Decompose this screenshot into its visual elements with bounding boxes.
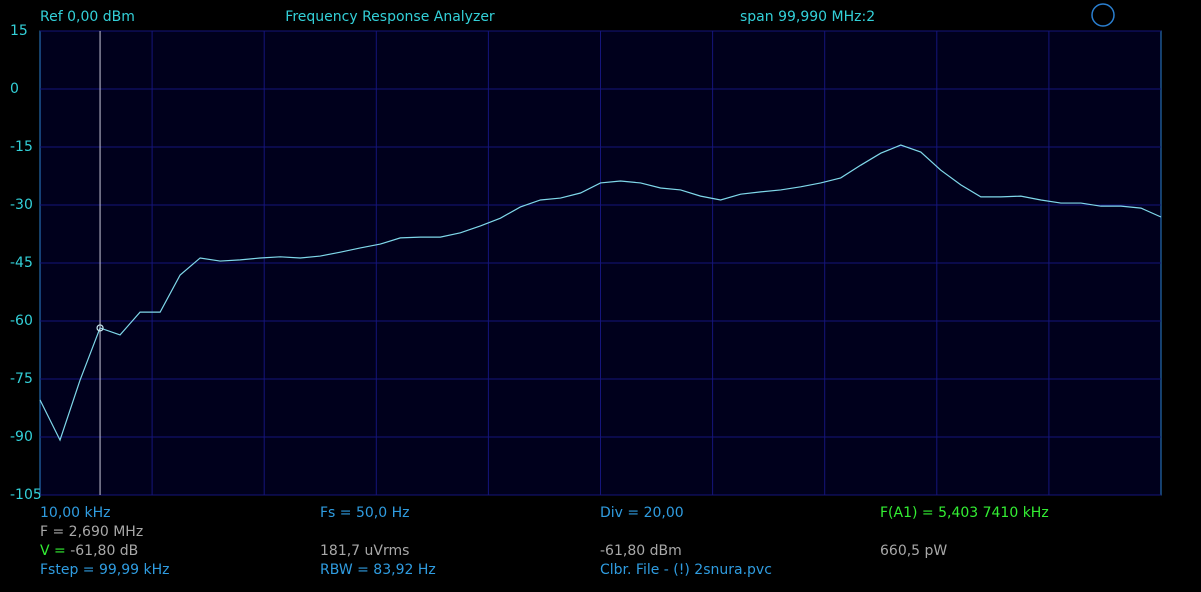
ref-label: Ref 0,00 dBm — [40, 9, 135, 25]
plot — [39, 31, 1162, 495]
fa1: F(A1) = 5,403 7410 kHz — [880, 505, 1049, 521]
title: Frequency Response Analyzer — [285, 9, 495, 25]
fs: Fs = 50,0 Hz — [320, 505, 409, 521]
y-tick-label: -75 — [10, 371, 33, 387]
y-tick-label: -90 — [10, 429, 33, 445]
grid: 15 0 -15 -30 -45 -60 -75 -90 -105 — [10, 23, 1161, 503]
rms: 181,7 uVrms — [320, 543, 409, 559]
y-tick-label: 0 — [10, 81, 19, 97]
power: 660,5 pW — [880, 543, 947, 559]
status-indicator[interactable] — [1091, 3, 1115, 27]
freq: F = 2,690 MHz — [40, 524, 143, 540]
voltage: V = -61,80 dB — [40, 543, 138, 559]
div: Div = 20,00 — [600, 505, 684, 521]
y-tick-label: -30 — [10, 197, 33, 213]
v-value: -61,80 dB — [70, 543, 138, 559]
y-tick-label: 15 — [10, 23, 28, 39]
span-label: span 99,990 MHz:2 — [740, 9, 875, 25]
y-tick-label: -45 — [10, 255, 33, 271]
rbw: RBW = 83,92 Hz — [320, 562, 436, 578]
y-tick-label: -60 — [10, 313, 33, 329]
fstep: Fstep = 99,99 kHz — [40, 562, 169, 578]
trace — [39, 144, 1162, 442]
calibration-file: Clbr. File - (!) 2snura.pvc — [600, 562, 772, 578]
marker — [96, 324, 104, 332]
dbm: -61,80 dBm — [600, 543, 682, 559]
v-label: V = — [40, 543, 70, 559]
y-tick-label: -105 — [10, 487, 42, 503]
y-tick-label: -15 — [10, 139, 33, 155]
start-freq: 10,00 kHz — [40, 505, 111, 521]
